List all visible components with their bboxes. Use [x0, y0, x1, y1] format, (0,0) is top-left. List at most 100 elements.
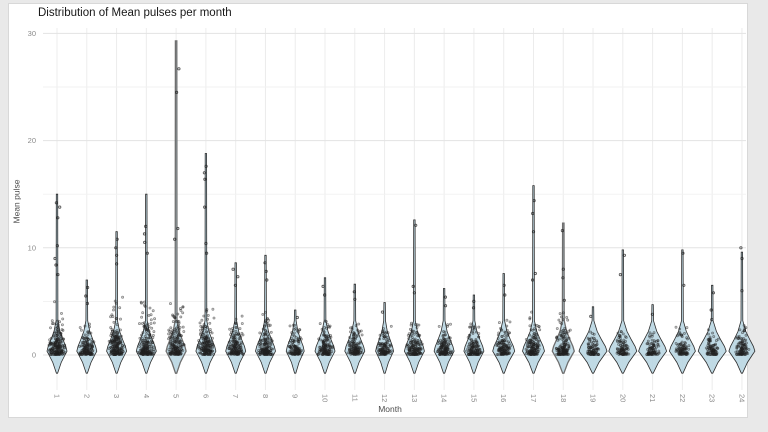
violin-body [578, 306, 608, 374]
outlier-points [231, 267, 240, 287]
x-tick-label: 9 [291, 394, 300, 398]
violin-body [608, 249, 638, 374]
jitter-points [465, 322, 483, 356]
outlier-points [380, 310, 384, 314]
violin-month-12 [375, 302, 395, 374]
jitter-points [196, 307, 216, 356]
violin-month-6 [195, 153, 217, 374]
x-tick-label: 12 [380, 394, 389, 402]
jitter-points [495, 318, 513, 356]
violin-month-18 [551, 222, 576, 374]
violin-body [728, 251, 756, 374]
x-tick-label: 8 [261, 394, 270, 398]
violin-month-1 [46, 193, 68, 374]
x-axis-label: Month [378, 404, 402, 414]
x-tick-label: 5 [172, 394, 181, 398]
outlier-points [411, 223, 418, 295]
x-tick-label: 1 [53, 394, 62, 398]
jitter-points [586, 330, 601, 356]
x-tick-label: 16 [499, 394, 508, 402]
jitter-points [346, 322, 364, 356]
violin-month-10 [314, 277, 336, 374]
x-tick-label: 13 [410, 394, 419, 402]
jitter-points [226, 314, 245, 356]
violin-month-2 [76, 279, 98, 374]
jitter-points [734, 324, 751, 356]
outlier-points [471, 299, 476, 310]
x-tick-label: 14 [440, 394, 449, 402]
y-tick-label: 20 [28, 136, 36, 145]
x-tick-label: 7 [231, 394, 240, 398]
outlier-points [53, 201, 62, 277]
violin-month-4 [135, 193, 157, 374]
minor-gridlines [43, 86, 746, 302]
jitter-points [435, 322, 454, 356]
y-tick-labels: 0 10 20 30 [28, 29, 36, 360]
violin-body [344, 283, 366, 374]
jitter-points [615, 330, 631, 356]
outlier-points [142, 224, 149, 255]
y-axis-label: Mean pulse [11, 179, 22, 224]
jitter-points [554, 311, 572, 356]
jitter-points [524, 310, 542, 356]
jitter-points [704, 328, 720, 356]
outlier-points [173, 67, 181, 241]
jitter-points [674, 325, 691, 356]
outlier-points [114, 237, 119, 266]
jitter-points [645, 331, 661, 356]
x-tick-label: 6 [201, 394, 210, 398]
x-tick-label: 19 [589, 394, 598, 402]
outlier-points [443, 295, 448, 308]
x-tick-label: 20 [618, 394, 627, 402]
jitter-points [136, 300, 157, 356]
violin-body [314, 277, 336, 374]
outlier-points [650, 312, 655, 316]
y-tick-label: 30 [28, 29, 36, 38]
x-tick-label: 11 [350, 394, 359, 402]
violin-month-23 [697, 284, 727, 374]
jitter-points [257, 310, 275, 356]
x-tick-label: 3 [112, 394, 121, 398]
violin-month-15 [463, 294, 485, 374]
x-tick-label: 22 [678, 394, 687, 402]
violin-body [697, 284, 727, 374]
outlier-points [739, 246, 744, 293]
violin-month-13 [403, 219, 425, 374]
outlier-points [530, 199, 537, 282]
x-tick-label: 4 [142, 394, 151, 398]
x-tick-label: 24 [737, 394, 746, 402]
outlier-points [618, 253, 627, 277]
jitter-points [167, 302, 186, 356]
y-tick-label: 10 [28, 243, 36, 252]
violin-month-19 [578, 306, 608, 374]
violin-body [165, 40, 187, 374]
violin-body [492, 273, 516, 374]
violin-month-21 [638, 304, 668, 374]
outlier-points [502, 283, 507, 297]
jitter-points [78, 322, 96, 356]
x-tick-label: 15 [469, 394, 478, 402]
outlier-points [202, 164, 209, 255]
outlier-points [560, 229, 566, 302]
violin-month-9 [285, 309, 305, 374]
jitter-points [286, 323, 304, 356]
violin-month-16 [492, 273, 516, 374]
jitter-points [316, 319, 335, 356]
x-tick-label: 21 [648, 394, 657, 402]
outlier-points [84, 285, 90, 306]
violin-month-7 [225, 262, 247, 374]
violin-month-20 [608, 249, 638, 374]
outlier-points [589, 314, 593, 318]
outlier-points [709, 291, 716, 322]
x-tick-label: 2 [82, 394, 91, 398]
outlier-points [295, 315, 299, 320]
violin-month-17 [522, 185, 545, 374]
jitter-points [47, 300, 67, 356]
violin-month-11 [344, 283, 366, 374]
chart-title: Distribution of Mean pulses per month [38, 7, 232, 19]
violin-month-14 [433, 288, 455, 374]
y-tick-label: 0 [32, 351, 36, 360]
violin-month-8 [255, 254, 276, 374]
vertical-gridlines [56, 28, 743, 390]
